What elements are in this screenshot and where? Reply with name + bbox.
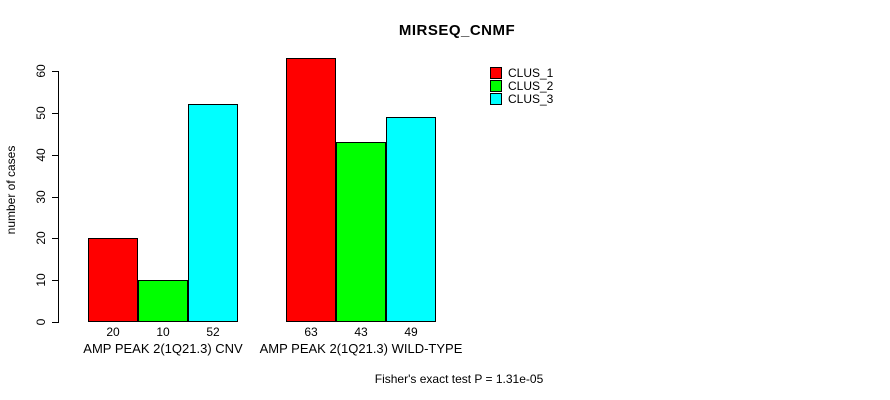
bar-value-label: 43 <box>354 325 368 339</box>
y-axis-tick <box>52 238 59 239</box>
legend: CLUS_1 CLUS_2 CLUS_3 <box>490 65 554 106</box>
bar-clus_2-group1 <box>138 280 188 322</box>
x-group-label: AMP PEAK 2(1Q21.3) CNV <box>83 341 243 356</box>
bar-clus_1-group1 <box>88 238 138 322</box>
legend-row-clus_2: CLUS_2 <box>490 78 554 93</box>
legend-label: CLUS_1 <box>508 65 554 80</box>
legend-row-clus_1: CLUS_1 <box>490 65 554 80</box>
bar-clus_2-group2 <box>336 142 386 322</box>
y-axis-tick-label: 40 <box>34 148 48 162</box>
bar-clus_1-group2 <box>286 58 336 322</box>
legend-swatch-clus_3 <box>490 92 502 105</box>
legend-label: CLUS_2 <box>508 78 554 93</box>
bar-value-label: 63 <box>304 325 318 339</box>
y-axis-tick-label: 20 <box>34 231 48 245</box>
legend-label: CLUS_3 <box>508 91 554 106</box>
y-axis-tick <box>52 322 59 323</box>
legend-row-clus_3: CLUS_3 <box>490 91 554 106</box>
y-axis-tick-label: 50 <box>34 106 48 120</box>
y-axis-tick <box>52 280 59 281</box>
bar-value-label: 20 <box>106 325 120 339</box>
chart-title: MIRSEQ_CNMF <box>398 22 516 39</box>
bar-value-label: 10 <box>156 325 170 339</box>
legend-swatch-clus_1 <box>490 66 502 79</box>
bar-clus_3-group1 <box>188 104 238 322</box>
y-axis-tick <box>52 71 59 72</box>
x-group-label: AMP PEAK 2(1Q21.3) WILD-TYPE <box>259 341 463 356</box>
y-axis-tick-label: 30 <box>34 190 48 204</box>
y-axis-tick <box>52 155 59 156</box>
bar-value-label: 49 <box>404 325 418 339</box>
y-axis-tick <box>52 113 59 114</box>
y-axis-tick-label: 0 <box>34 318 48 326</box>
legend-swatch-clus_2 <box>490 79 502 92</box>
bar-value-label: 52 <box>206 325 220 339</box>
bar-clus_3-group2 <box>386 117 436 322</box>
y-axis-tick-label: 60 <box>34 64 48 78</box>
y-axis-tick <box>52 197 59 198</box>
y-axis-label: number of cases <box>4 145 18 235</box>
fisher-test-annotation: Fisher's exact test P = 1.31e-05 <box>374 372 544 386</box>
y-axis-tick-label: 10 <box>34 273 48 287</box>
